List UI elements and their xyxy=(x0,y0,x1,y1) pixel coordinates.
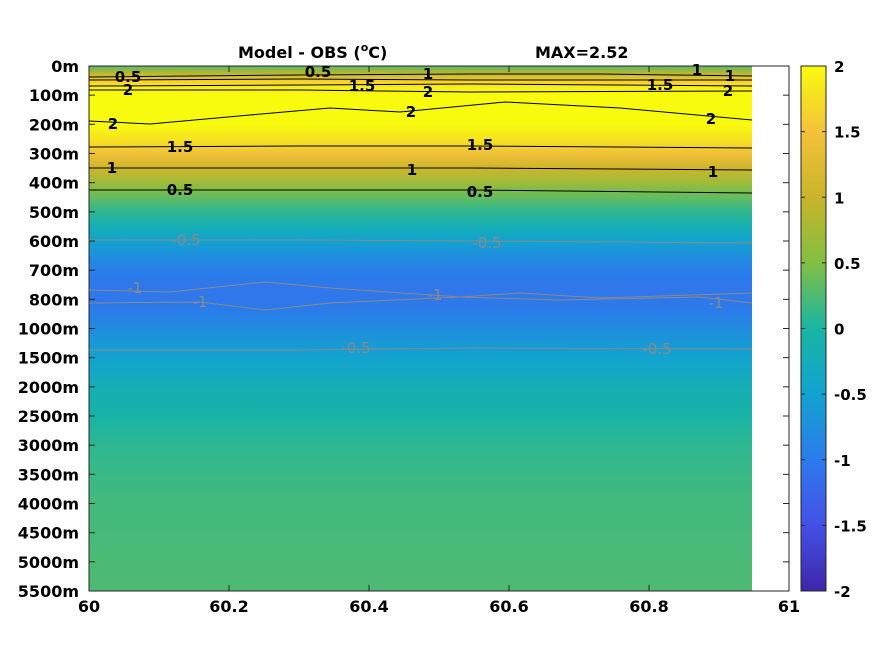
y-tick-label: 1000m xyxy=(18,320,79,339)
contour-label: 0.5 xyxy=(305,63,332,81)
y-tick-label: 700m xyxy=(29,261,79,280)
y-tick-label: 5500m xyxy=(18,582,79,601)
contour-line--0.5 xyxy=(89,239,753,244)
heatmap-field xyxy=(89,66,752,591)
y-axis: 0m 100m 200m 300m 400m 500m 600m 700m 800m 1000m 1… xyxy=(18,57,789,601)
y-tick-label: 600m xyxy=(29,232,79,251)
contour-line-2 xyxy=(89,89,753,93)
contour-line-2 xyxy=(88,101,753,125)
y-tick-label: 3500m xyxy=(18,465,79,484)
contour-line-0.5 xyxy=(88,73,753,78)
contour-label: 2 xyxy=(108,115,118,133)
contour-label: 0.5 xyxy=(115,68,142,86)
contour-label: -1 xyxy=(428,286,443,304)
contour-label: 2 xyxy=(723,82,733,100)
contour-label: -0.5 xyxy=(642,340,671,358)
contour-label: 2 xyxy=(123,81,133,99)
colorbar-tick-label: 0 xyxy=(834,321,844,339)
contour-line--1 xyxy=(88,296,753,311)
contour-label: -1 xyxy=(128,279,143,297)
colorbar-tick-label: -2 xyxy=(834,583,851,601)
x-tick-label: 61 xyxy=(778,597,800,616)
contour-label: 1 xyxy=(708,163,718,181)
contour-line--0.5 xyxy=(89,347,753,351)
contour-label: 1 xyxy=(692,61,702,79)
colorbar-tick-label: 0.5 xyxy=(834,255,861,273)
y-tick-label: 100m xyxy=(29,86,79,105)
contour-label: 1.5 xyxy=(467,136,494,154)
chart-title: Model - OBS (oC) xyxy=(238,41,387,62)
contour-label: 2 xyxy=(406,103,416,121)
contour-label: -0.5 xyxy=(472,234,501,252)
contour-label: 1.5 xyxy=(647,76,674,94)
contour-line-0.5 xyxy=(89,189,753,194)
colorbar-tick-label: -0.5 xyxy=(834,386,867,404)
contour-label: 1 xyxy=(423,65,433,83)
contour-label: 0.5 xyxy=(167,181,194,199)
contour-label: 0.5 xyxy=(467,183,494,201)
contour-label: 2 xyxy=(706,110,716,128)
contour-label: -1 xyxy=(193,293,208,311)
contour-line-1 xyxy=(89,167,753,171)
y-tick-label: 3000m xyxy=(18,436,79,455)
contour-label: 1.5 xyxy=(349,77,376,95)
max-label: MAX=2.52 xyxy=(535,43,629,62)
y-tick-label: 2500m xyxy=(18,407,79,426)
y-tick-label: 300m xyxy=(29,145,79,164)
contour-label: 1 xyxy=(107,159,117,177)
contour-line-1 xyxy=(88,78,752,81)
x-tick-label: 60 xyxy=(78,597,100,616)
contour-label: 2 xyxy=(423,83,433,101)
colorbar-ticks: 2 1.5 1 0.5 0 -0.5 -1 -1.5 -2 xyxy=(801,58,867,601)
contour-line--1 xyxy=(88,281,753,299)
contour-label: 1 xyxy=(407,161,417,179)
colorbar-tick-label: 1 xyxy=(834,189,844,207)
contour-label: -1 xyxy=(709,294,724,312)
y-tick-label: 500m xyxy=(29,203,79,222)
colorbar-tick-label: 2 xyxy=(834,58,844,76)
contour-label: 1 xyxy=(725,67,735,85)
x-axis: 60 60.2 60.4 60.6 60.8 61 xyxy=(78,66,800,616)
x-tick-label: 60.2 xyxy=(209,597,248,616)
y-tick-label: 4500m xyxy=(18,524,79,543)
contour-label: 1.5 xyxy=(167,138,194,156)
contour-lines: 0.5 0.5 1 1 11.5 1.52 2 222 21.5 1.51 1 10.5 0.5-0.5… xyxy=(88,61,753,358)
y-tick-label: 800m xyxy=(29,290,79,309)
colorbar-tick-label: -1 xyxy=(834,452,851,470)
y-tick-label: 200m xyxy=(29,115,79,134)
y-tick-label: 5000m xyxy=(18,553,79,572)
colorbar-tick-label: -1.5 xyxy=(834,517,867,535)
y-tick-label: 2000m xyxy=(18,378,79,397)
contour-line-1.5 xyxy=(88,145,753,149)
x-tick-label: 60.8 xyxy=(629,597,668,616)
y-tick-label: 1500m xyxy=(18,349,79,368)
y-tick-label: 4000m xyxy=(18,495,79,514)
x-tick-label: 60.6 xyxy=(489,597,528,616)
colorbar-tick-label: 1.5 xyxy=(834,124,861,142)
contour-line-1.5 xyxy=(88,83,753,87)
contour-label: -0.5 xyxy=(341,339,370,357)
x-tick-label: 60.4 xyxy=(349,597,388,616)
contour-label: -0.5 xyxy=(171,231,200,249)
y-tick-label: 0m xyxy=(51,57,79,76)
y-tick-label: 400m xyxy=(29,174,79,193)
